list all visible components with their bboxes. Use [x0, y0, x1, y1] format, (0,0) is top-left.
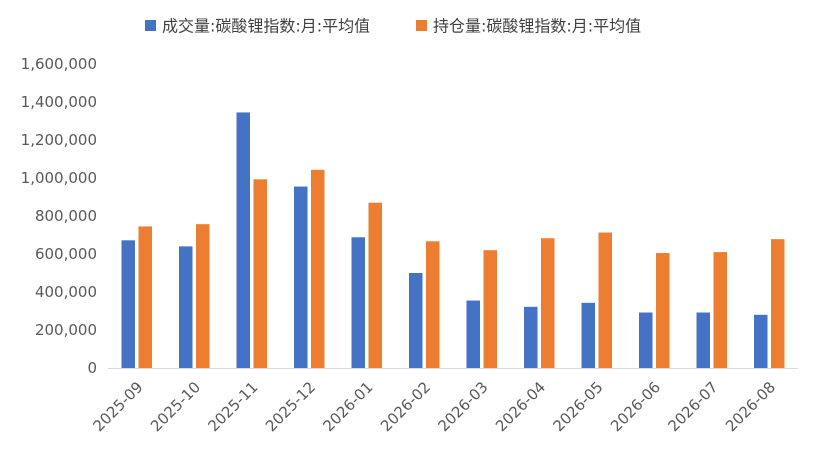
y-tick-label: 1,600,000: [21, 55, 97, 73]
x-tick-label: 2026-04: [492, 378, 549, 435]
bar-volume: [639, 312, 653, 368]
legend-swatch-volume: [145, 20, 156, 31]
x-tick-label: 2025-12: [262, 378, 319, 435]
x-tick-label: 2025-10: [147, 378, 204, 435]
x-tick-label: 2026-03: [435, 378, 492, 435]
y-tick-label: 400,000: [35, 283, 97, 301]
y-tick-label: 1,200,000: [21, 131, 97, 149]
x-axis-ticks: 2025-09 2025-10 2025-11 2025-12 2026-01 2026-…: [90, 378, 780, 435]
bar-open-interest: [138, 226, 152, 368]
y-tick-label: 200,000: [35, 321, 97, 339]
bar-open-interest: [196, 224, 210, 368]
legend-label-open-interest: 持仓量:碳酸锂指数:月:平均值: [433, 17, 641, 36]
bars: [121, 112, 785, 368]
y-tick-label: 800,000: [35, 207, 97, 225]
y-tick-label: 0: [87, 359, 97, 377]
bar-open-interest: [483, 250, 497, 368]
x-tick-label: 2026-02: [377, 378, 434, 435]
bar-volume: [409, 273, 423, 368]
legend-swatch-open-interest: [416, 20, 427, 31]
bar-open-interest: [713, 252, 727, 368]
bar-volume: [581, 302, 595, 368]
bar-open-interest: [598, 232, 612, 368]
bar-open-interest: [426, 241, 440, 368]
y-axis-ticks: 0 200,000 400,000 600,000 800,000 1,000,000 1,…: [21, 55, 97, 377]
y-tick-label: 600,000: [35, 245, 97, 263]
bar-volume: [351, 237, 365, 368]
bar-open-interest: [541, 238, 555, 368]
x-tick-label: 2025-09: [90, 378, 147, 435]
bar-volume: [754, 314, 768, 368]
bar-volume: [179, 246, 193, 368]
bar-volume: [294, 186, 308, 368]
bar-volume: [696, 312, 710, 368]
bar-volume: [466, 300, 480, 368]
legend: 成交量:碳酸锂指数:月:平均值 持仓量:碳酸锂指数:月:平均值: [145, 17, 641, 36]
x-tick-label: 2026-08: [722, 378, 779, 435]
y-tick-label: 1,400,000: [21, 93, 97, 111]
bar-open-interest: [368, 202, 382, 368]
x-tick-label: 2025-11: [205, 378, 262, 435]
bar-volume: [121, 240, 135, 368]
x-tick-label: 2026-06: [607, 378, 664, 435]
bar-volume: [236, 112, 250, 368]
x-tick-label: 2026-01: [320, 378, 377, 435]
bar-open-interest: [311, 169, 325, 368]
x-tick-label: 2026-07: [665, 378, 722, 435]
y-tick-label: 1,000,000: [21, 169, 97, 187]
bar-open-interest: [253, 179, 267, 368]
legend-label-volume: 成交量:碳酸锂指数:月:平均值: [162, 17, 370, 36]
bar-volume: [524, 306, 538, 368]
bar-open-interest: [771, 239, 785, 368]
bar-open-interest: [656, 253, 670, 368]
x-tick-label: 2026-05: [550, 378, 607, 435]
